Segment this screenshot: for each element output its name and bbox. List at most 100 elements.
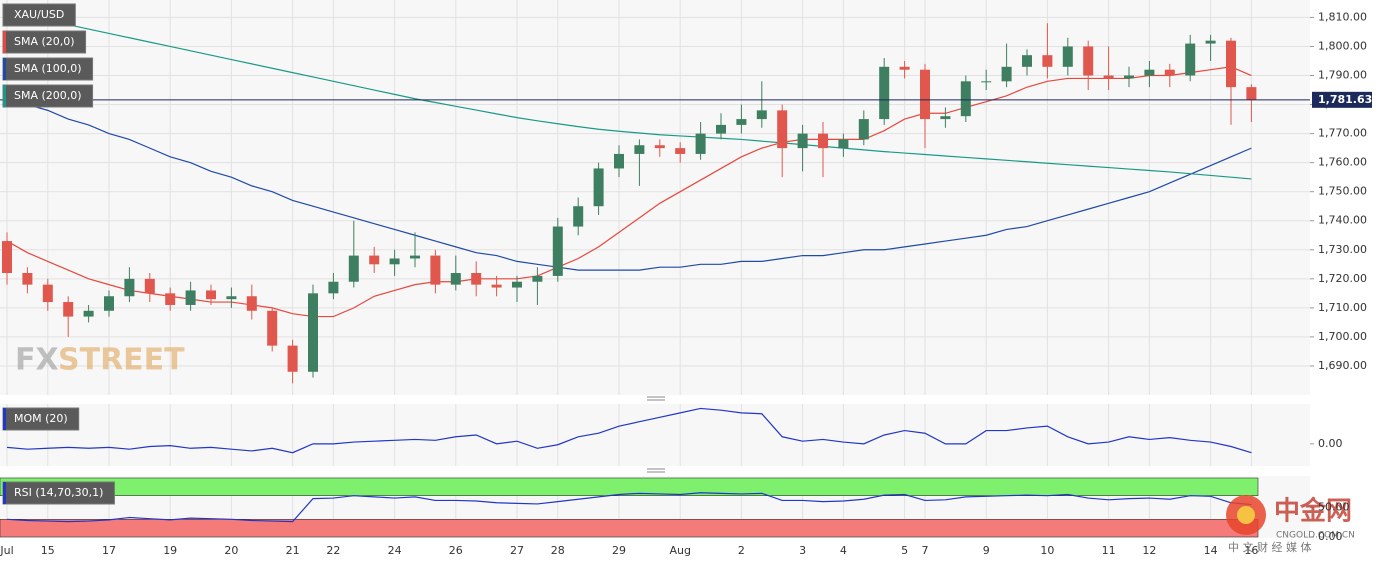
indicator-line [6, 66, 1252, 318]
x-tick-label: 12 [1142, 544, 1156, 557]
y-tick-label: 1,740.00 [1318, 214, 1367, 227]
candle-body [369, 255, 380, 265]
candle-body [634, 145, 645, 154]
legend-swatch [3, 408, 6, 430]
y-tick-label: 1,760.00 [1318, 156, 1367, 169]
y-tick-label: 0.00 [1318, 530, 1343, 543]
legend-swatch [3, 31, 6, 53]
y-tick-label: 1,700.00 [1318, 330, 1367, 343]
y-tick-label: 1,690.00 [1318, 359, 1367, 372]
x-tick-label: 24 [388, 544, 402, 557]
candle-body [22, 273, 33, 285]
candle-body [920, 69, 930, 120]
y-tick-label: 0.00 [1318, 437, 1343, 450]
candle-body [206, 290, 216, 300]
legend-swatch [3, 85, 6, 107]
candle-body [308, 293, 318, 372]
legend-label: XAU/USD [14, 8, 64, 21]
candle-body [1022, 55, 1032, 67]
candle-body [1062, 46, 1073, 67]
x-tick-label: 27 [510, 544, 524, 557]
candle-body [1001, 66, 1012, 82]
candle-body [226, 296, 237, 300]
x-tick-label: Aug [669, 544, 690, 557]
candle-body [348, 255, 359, 282]
legend-label: SMA (20,0) [14, 35, 75, 48]
candle-body [124, 278, 135, 297]
candle-body [940, 116, 951, 120]
candle-body [777, 110, 788, 149]
candle-body [512, 281, 522, 288]
watermark-street: STREET [58, 343, 185, 378]
candle-body [42, 284, 53, 303]
x-tick-label: 26 [449, 544, 463, 557]
candle-body [1042, 55, 1053, 67]
legend-swatch [3, 58, 6, 80]
candle-body [104, 296, 114, 311]
x-tick-label: 2 [738, 544, 745, 557]
candle-body [1246, 87, 1257, 100]
candle-body [1226, 40, 1236, 88]
candle-body [573, 206, 584, 227]
x-tick-label: 15 [41, 544, 55, 557]
indicator-line [6, 492, 1252, 523]
candle-body [287, 345, 298, 372]
candle-body [430, 255, 441, 285]
watermark-fx: FX [15, 343, 59, 378]
candle-body [960, 81, 971, 117]
candle-body [981, 81, 992, 83]
y-tick-label: 1,730.00 [1318, 243, 1367, 256]
candle-body [63, 302, 74, 317]
y-tick-label: 50.00 [1318, 501, 1350, 514]
candle-body [552, 226, 563, 276]
candle-body [532, 275, 543, 282]
candle-body [736, 119, 747, 125]
candle-body [797, 133, 808, 149]
candle-body [756, 110, 767, 120]
candle-body [1185, 43, 1196, 76]
x-tick-label: Jul [0, 544, 14, 557]
candle-body [185, 290, 196, 305]
watermark-url: CNGOLD.COM.CN [1276, 531, 1355, 541]
legend-swatch [3, 482, 6, 504]
legend-label: MOM (20) [14, 412, 68, 425]
x-tick-label: 22 [326, 544, 340, 557]
candle-body [267, 310, 278, 346]
x-tick-label: 16 [1244, 544, 1258, 557]
candle-body [471, 273, 482, 285]
candle-body [716, 124, 726, 134]
legend-label: SMA (100,0) [14, 62, 82, 75]
candle-body [2, 241, 12, 274]
x-tick-label: 7 [922, 544, 929, 557]
legend-box [2, 3, 76, 27]
candle-body [450, 273, 461, 285]
x-tick-label: 4 [840, 544, 847, 557]
x-tick-label: 20 [224, 544, 238, 557]
resize-handle[interactable] [647, 396, 665, 473]
y-tick-label: 1,750.00 [1318, 185, 1367, 198]
candle-body [491, 284, 502, 288]
x-tick-label: 28 [551, 544, 565, 557]
watermark-tagline: 中 文 财 经 媒 体 [1228, 540, 1311, 554]
indicator-line [6, 407, 1252, 454]
x-tick-label: 11 [1102, 544, 1116, 557]
candle-body [328, 281, 339, 294]
y-tick-label: 1,710.00 [1318, 301, 1367, 314]
candle-body [695, 133, 706, 154]
cngold-logo-inner [1237, 506, 1255, 524]
candle-body [614, 153, 624, 169]
candle-body [410, 255, 420, 259]
rsi-band [0, 518, 1259, 538]
candle-body [83, 310, 94, 317]
candle-body [1205, 40, 1216, 44]
candle-body [144, 278, 155, 294]
indicator-line [6, 11, 1252, 180]
candle-body [165, 293, 176, 305]
candle-body [858, 119, 869, 140]
candle-body [1164, 69, 1175, 76]
plot-layer: Jul 15 17 19 20 21 22 24 26 27 28 29 Aug 2 3 4 5 7 9 10 11 12… [0, 0, 1314, 557]
x-tick-label: 5 [901, 544, 908, 557]
x-tick-label: 14 [1204, 544, 1218, 557]
candle-body [593, 168, 604, 207]
